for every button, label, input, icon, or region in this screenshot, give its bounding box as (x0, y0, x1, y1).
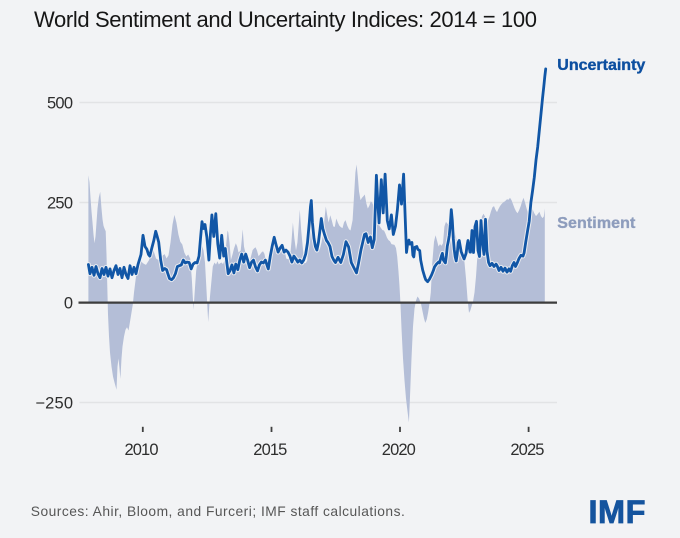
svg-text:250: 250 (47, 195, 73, 213)
svg-text:2020: 2020 (382, 441, 416, 459)
svg-text:−250: −250 (35, 395, 73, 413)
svg-text:Sentiment: Sentiment (557, 215, 636, 232)
svg-text:IMF: IMF (589, 494, 646, 530)
svg-text:2025: 2025 (510, 441, 544, 459)
svg-text:Sources: Ahir, Bloom, and Furc: Sources: Ahir, Bloom, and Furceri; IMF s… (31, 504, 405, 519)
svg-text:2010: 2010 (125, 441, 159, 459)
svg-text:2015: 2015 (253, 441, 287, 459)
svg-text:0: 0 (64, 295, 73, 313)
svg-text:Uncertainty: Uncertainty (557, 57, 645, 74)
svg-text:500: 500 (47, 95, 73, 113)
svg-text:World Sentiment and Uncertaint: World Sentiment and Uncertainty Indices:… (34, 7, 537, 32)
